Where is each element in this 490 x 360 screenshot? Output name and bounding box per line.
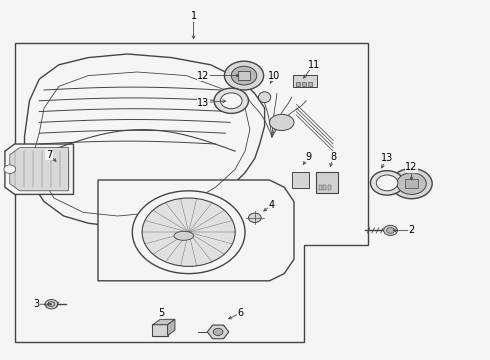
Text: 7: 7 bbox=[46, 150, 52, 160]
Circle shape bbox=[132, 191, 245, 274]
FancyBboxPatch shape bbox=[323, 185, 326, 190]
FancyBboxPatch shape bbox=[292, 172, 309, 188]
Text: 13: 13 bbox=[381, 153, 393, 163]
Text: 1: 1 bbox=[191, 11, 196, 21]
FancyBboxPatch shape bbox=[302, 82, 306, 86]
Ellipse shape bbox=[259, 92, 270, 103]
Circle shape bbox=[248, 213, 261, 222]
Circle shape bbox=[376, 175, 398, 191]
Text: 10: 10 bbox=[269, 71, 280, 81]
Text: 5: 5 bbox=[159, 308, 165, 318]
Polygon shape bbox=[98, 180, 294, 281]
Ellipse shape bbox=[174, 231, 194, 240]
Text: 11: 11 bbox=[308, 60, 319, 70]
Polygon shape bbox=[5, 144, 74, 194]
FancyBboxPatch shape bbox=[316, 172, 338, 193]
Circle shape bbox=[391, 168, 432, 199]
Polygon shape bbox=[153, 319, 175, 325]
FancyBboxPatch shape bbox=[328, 185, 331, 190]
Circle shape bbox=[220, 93, 242, 109]
Circle shape bbox=[45, 300, 58, 309]
FancyBboxPatch shape bbox=[405, 179, 418, 188]
FancyBboxPatch shape bbox=[319, 185, 322, 190]
FancyBboxPatch shape bbox=[293, 75, 317, 87]
FancyBboxPatch shape bbox=[308, 82, 312, 86]
Circle shape bbox=[214, 88, 248, 113]
Polygon shape bbox=[15, 43, 368, 342]
Text: 9: 9 bbox=[306, 152, 312, 162]
Circle shape bbox=[48, 302, 55, 307]
Ellipse shape bbox=[270, 114, 294, 130]
FancyBboxPatch shape bbox=[152, 324, 168, 336]
Text: 6: 6 bbox=[237, 308, 243, 318]
Circle shape bbox=[370, 171, 404, 195]
Circle shape bbox=[231, 66, 257, 85]
Text: 13: 13 bbox=[197, 98, 210, 108]
Text: 8: 8 bbox=[330, 152, 336, 162]
Text: 2: 2 bbox=[409, 225, 415, 235]
Circle shape bbox=[4, 165, 16, 174]
Text: 12: 12 bbox=[197, 71, 210, 81]
Circle shape bbox=[397, 173, 426, 194]
Polygon shape bbox=[10, 148, 69, 191]
Circle shape bbox=[213, 328, 223, 336]
FancyBboxPatch shape bbox=[296, 82, 300, 86]
Circle shape bbox=[384, 225, 397, 235]
Circle shape bbox=[387, 228, 394, 233]
FancyBboxPatch shape bbox=[238, 71, 250, 80]
Polygon shape bbox=[24, 54, 265, 227]
Text: 4: 4 bbox=[269, 200, 275, 210]
Polygon shape bbox=[168, 319, 175, 336]
Text: 3: 3 bbox=[34, 299, 40, 309]
Circle shape bbox=[142, 198, 235, 266]
Text: 12: 12 bbox=[405, 162, 418, 172]
Circle shape bbox=[224, 61, 264, 90]
